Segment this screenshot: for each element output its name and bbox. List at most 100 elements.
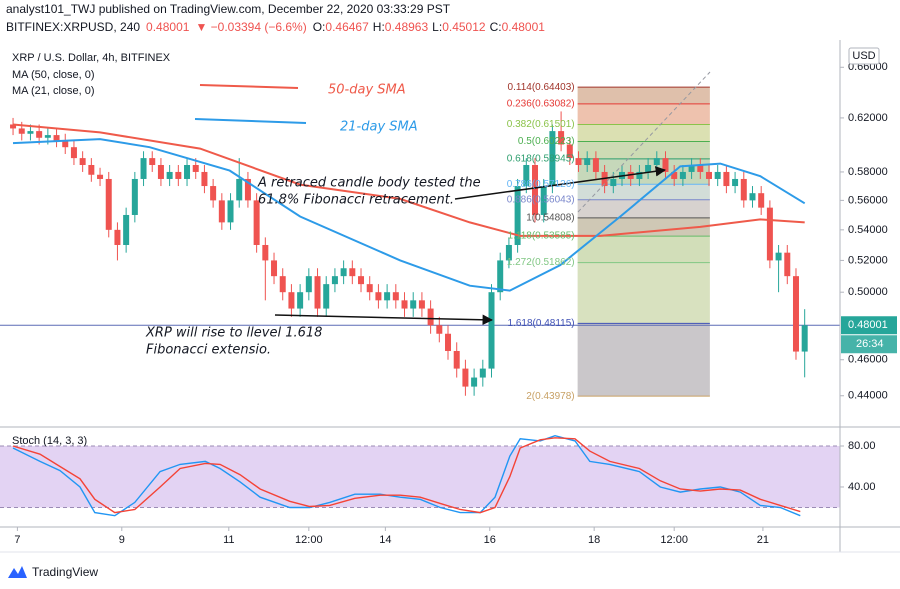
y-tick-label: 0.52000	[848, 254, 888, 266]
brand: TradingView	[32, 565, 98, 579]
candle-body	[479, 368, 486, 378]
candle-body	[70, 147, 77, 159]
chart-title: XRP / U.S. Dollar, 4h, BITFINEX	[12, 52, 171, 64]
candle-body	[497, 260, 504, 293]
candle-body	[140, 158, 147, 179]
ohlc-key: H:	[373, 20, 385, 34]
candle-body	[401, 300, 408, 309]
fib-band	[577, 262, 710, 324]
candle-body	[610, 178, 617, 187]
y-tick-label: 0.56000	[848, 194, 888, 206]
candle-body	[758, 193, 765, 208]
annotation: XRP will rise to llevel 1.618	[145, 326, 322, 341]
fib-band	[577, 199, 710, 218]
fib-band	[577, 158, 710, 185]
candle-body	[566, 144, 573, 159]
x-tick-label: 11	[223, 534, 234, 546]
fib-label: 0.114(0.64403)	[508, 82, 575, 93]
candle-body	[427, 308, 434, 326]
y-tick-label: 0.44000	[848, 390, 888, 402]
fib-label: 0.618(0.58945)	[507, 154, 575, 165]
candle-body	[18, 128, 25, 134]
ohlc-key: C:	[490, 20, 502, 34]
x-tick-label: 7	[14, 534, 20, 546]
candle-body	[410, 300, 417, 309]
candle-body	[732, 178, 739, 187]
candle-body	[184, 165, 191, 179]
candle-body	[349, 268, 356, 277]
candle-body	[236, 178, 243, 201]
fib-band	[577, 217, 710, 237]
candle-body	[662, 158, 669, 172]
candle-body	[366, 284, 373, 293]
ohlc-value: 0.48001	[502, 20, 546, 34]
stoch-line	[12, 437, 801, 514]
candle-body	[558, 131, 565, 145]
currency-box[interactable]	[848, 47, 880, 65]
legend-entry: MA (21, close, 0)	[12, 85, 95, 97]
candle-body	[453, 350, 460, 369]
candle-body	[314, 276, 321, 309]
candle-body	[636, 171, 643, 179]
fib-label: 1.272(0.51862)	[507, 257, 575, 268]
candle-body	[131, 178, 138, 215]
y-tick-label: 0.46000	[848, 354, 888, 366]
y-tick-label: 0.58000	[848, 166, 888, 178]
candle-body	[279, 276, 286, 293]
candle-body	[740, 178, 747, 201]
x-tick-label: 14	[379, 534, 391, 546]
candle-body	[784, 252, 791, 277]
candle-body	[775, 252, 782, 261]
candle-body	[97, 174, 104, 179]
candle-body	[801, 325, 808, 352]
logo-shape	[8, 566, 27, 578]
moving-average	[12, 138, 806, 292]
fib-band	[577, 141, 710, 159]
candle-body	[523, 165, 530, 187]
fib-label: 0.886(0.56043)	[507, 194, 575, 205]
candle-body	[445, 333, 452, 351]
candle-body	[462, 368, 469, 387]
candle-body	[471, 377, 478, 387]
candle-body	[645, 165, 652, 172]
countdown-box	[841, 335, 897, 354]
currency[interactable]: USD	[852, 50, 875, 62]
ohlc-value: 0.46467	[325, 20, 369, 34]
candle-body	[79, 158, 86, 166]
x-tick-label: 18	[588, 534, 600, 546]
candle-body	[766, 207, 773, 261]
x-tick-label: 9	[119, 534, 125, 546]
candle-body	[244, 178, 251, 201]
candle-body	[418, 300, 425, 309]
stoch-band	[0, 445, 840, 508]
candle-body	[297, 292, 304, 309]
fib-band	[577, 87, 710, 104]
candle-body	[514, 186, 521, 245]
candle-body	[201, 171, 208, 187]
candle-body	[375, 292, 382, 301]
ohlc-value: 0.48963	[385, 20, 429, 34]
candle-body	[88, 165, 95, 175]
fib-label: 0.236(0.63082)	[507, 99, 575, 110]
candle-body	[192, 165, 199, 172]
candle-body	[227, 200, 234, 223]
candle-body	[149, 158, 156, 166]
candle-body	[105, 178, 112, 230]
candle-body	[705, 171, 712, 179]
fib-band	[577, 236, 710, 263]
x-tick-label: 16	[484, 534, 496, 546]
x-tick-label: 12:00	[295, 534, 323, 546]
candle-body	[323, 284, 330, 309]
sma21-note-line	[194, 118, 307, 124]
candle-body	[653, 158, 660, 166]
annotation: Fibonacci extensio.	[146, 343, 271, 358]
candle-body	[749, 193, 756, 201]
candle-body	[288, 292, 295, 309]
candle-body	[53, 135, 60, 141]
axes: 0.44000 0.46000 0.50000 0.52000 0.54000 0.560…	[14, 61, 897, 546]
sma21-note: 21-day SMA	[340, 120, 418, 135]
candle-body	[540, 186, 547, 215]
stoch-pane	[0, 434, 840, 517]
